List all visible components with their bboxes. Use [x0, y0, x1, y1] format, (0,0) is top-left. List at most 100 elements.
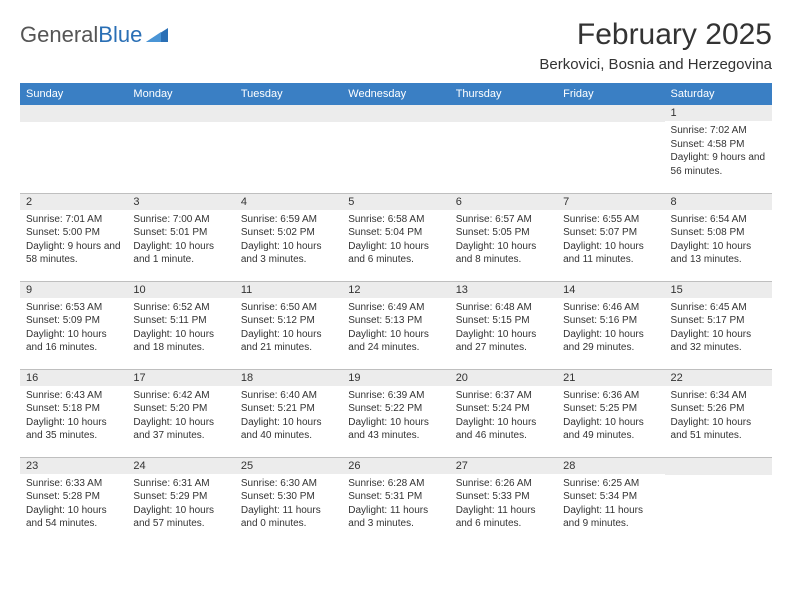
day-number: 4	[235, 194, 342, 210]
day-number-empty	[235, 105, 342, 122]
calendar-day-cell: 1Sunrise: 7:02 AMSunset: 4:58 PMDaylight…	[665, 105, 772, 193]
day-sunrise: Sunrise: 6:50 AM	[241, 301, 336, 315]
calendar-day-cell: 26Sunrise: 6:28 AMSunset: 5:31 PMDayligh…	[342, 457, 449, 545]
day-sunset: Sunset: 5:04 PM	[348, 226, 443, 240]
logo: GeneralBlue	[20, 18, 168, 48]
day-sunrise: Sunrise: 6:34 AM	[671, 389, 766, 403]
day-number: 15	[665, 282, 772, 298]
day-sunset: Sunset: 4:58 PM	[671, 138, 766, 152]
day-daylight: Daylight: 11 hours and 9 minutes.	[563, 504, 658, 531]
day-sunrise: Sunrise: 6:59 AM	[241, 213, 336, 227]
calendar-day-cell: 2Sunrise: 7:01 AMSunset: 5:00 PMDaylight…	[20, 193, 127, 281]
calendar-day-cell: 12Sunrise: 6:49 AMSunset: 5:13 PMDayligh…	[342, 281, 449, 369]
day-sunset: Sunset: 5:02 PM	[241, 226, 336, 240]
calendar-day-cell: 5Sunrise: 6:58 AMSunset: 5:04 PMDaylight…	[342, 193, 449, 281]
day-number: 7	[557, 194, 664, 210]
calendar-day-cell: 22Sunrise: 6:34 AMSunset: 5:26 PMDayligh…	[665, 369, 772, 457]
day-sunrise: Sunrise: 6:45 AM	[671, 301, 766, 315]
calendar-week-row: 2Sunrise: 7:01 AMSunset: 5:00 PMDaylight…	[20, 193, 772, 281]
day-content: Sunrise: 6:37 AMSunset: 5:24 PMDaylight:…	[450, 386, 557, 447]
day-number: 9	[20, 282, 127, 298]
day-header: Friday	[557, 83, 664, 105]
day-content-empty	[235, 122, 342, 182]
day-daylight: Daylight: 10 hours and 3 minutes.	[241, 240, 336, 267]
month-title: February 2025	[539, 18, 772, 52]
calendar-day-cell: 8Sunrise: 6:54 AMSunset: 5:08 PMDaylight…	[665, 193, 772, 281]
calendar-day-cell: 3Sunrise: 7:00 AMSunset: 5:01 PMDaylight…	[127, 193, 234, 281]
day-number: 1	[665, 105, 772, 121]
day-header: Tuesday	[235, 83, 342, 105]
day-sunrise: Sunrise: 6:28 AM	[348, 477, 443, 491]
day-number-empty	[557, 105, 664, 122]
calendar-week-row: 1Sunrise: 7:02 AMSunset: 4:58 PMDaylight…	[20, 105, 772, 193]
day-content: Sunrise: 6:59 AMSunset: 5:02 PMDaylight:…	[235, 210, 342, 271]
calendar-day-cell: 18Sunrise: 6:40 AMSunset: 5:21 PMDayligh…	[235, 369, 342, 457]
day-sunrise: Sunrise: 6:54 AM	[671, 213, 766, 227]
day-daylight: Daylight: 10 hours and 37 minutes.	[133, 416, 228, 443]
day-sunset: Sunset: 5:26 PM	[671, 402, 766, 416]
day-sunset: Sunset: 5:05 PM	[456, 226, 551, 240]
day-content-empty	[557, 122, 664, 182]
day-sunrise: Sunrise: 6:31 AM	[133, 477, 228, 491]
day-header: Sunday	[20, 83, 127, 105]
calendar-day-cell: 28Sunrise: 6:25 AMSunset: 5:34 PMDayligh…	[557, 457, 664, 545]
day-sunset: Sunset: 5:18 PM	[26, 402, 121, 416]
day-sunrise: Sunrise: 6:36 AM	[563, 389, 658, 403]
day-content: Sunrise: 6:46 AMSunset: 5:16 PMDaylight:…	[557, 298, 664, 359]
day-sunset: Sunset: 5:22 PM	[348, 402, 443, 416]
day-number: 13	[450, 282, 557, 298]
day-content: Sunrise: 6:33 AMSunset: 5:28 PMDaylight:…	[20, 474, 127, 535]
day-header: Wednesday	[342, 83, 449, 105]
day-daylight: Daylight: 10 hours and 16 minutes.	[26, 328, 121, 355]
day-sunset: Sunset: 5:12 PM	[241, 314, 336, 328]
day-sunrise: Sunrise: 6:53 AM	[26, 301, 121, 315]
day-number: 21	[557, 370, 664, 386]
day-sunrise: Sunrise: 7:02 AM	[671, 124, 766, 138]
day-number: 6	[450, 194, 557, 210]
day-number: 23	[20, 458, 127, 474]
day-content: Sunrise: 6:54 AMSunset: 5:08 PMDaylight:…	[665, 210, 772, 271]
calendar-day-cell: 15Sunrise: 6:45 AMSunset: 5:17 PMDayligh…	[665, 281, 772, 369]
day-sunset: Sunset: 5:34 PM	[563, 490, 658, 504]
calendar-day-cell: 6Sunrise: 6:57 AMSunset: 5:05 PMDaylight…	[450, 193, 557, 281]
day-content: Sunrise: 6:43 AMSunset: 5:18 PMDaylight:…	[20, 386, 127, 447]
day-content: Sunrise: 6:42 AMSunset: 5:20 PMDaylight:…	[127, 386, 234, 447]
day-content-empty	[127, 122, 234, 182]
day-number-empty	[127, 105, 234, 122]
day-content: Sunrise: 7:00 AMSunset: 5:01 PMDaylight:…	[127, 210, 234, 271]
day-number: 27	[450, 458, 557, 474]
day-number: 8	[665, 194, 772, 210]
day-sunrise: Sunrise: 6:42 AM	[133, 389, 228, 403]
day-content: Sunrise: 6:39 AMSunset: 5:22 PMDaylight:…	[342, 386, 449, 447]
calendar-day-cell: 19Sunrise: 6:39 AMSunset: 5:22 PMDayligh…	[342, 369, 449, 457]
day-sunset: Sunset: 5:13 PM	[348, 314, 443, 328]
day-number: 17	[127, 370, 234, 386]
day-sunrise: Sunrise: 6:43 AM	[26, 389, 121, 403]
day-number: 24	[127, 458, 234, 474]
day-content-empty	[342, 122, 449, 182]
day-content: Sunrise: 6:30 AMSunset: 5:30 PMDaylight:…	[235, 474, 342, 535]
day-header: Thursday	[450, 83, 557, 105]
calendar-day-cell: 27Sunrise: 6:26 AMSunset: 5:33 PMDayligh…	[450, 457, 557, 545]
calendar-day-cell	[342, 105, 449, 193]
location: Berkovici, Bosnia and Herzegovina	[539, 56, 772, 73]
day-daylight: Daylight: 10 hours and 46 minutes.	[456, 416, 551, 443]
day-sunrise: Sunrise: 6:52 AM	[133, 301, 228, 315]
day-sunrise: Sunrise: 6:57 AM	[456, 213, 551, 227]
calendar-week-row: 16Sunrise: 6:43 AMSunset: 5:18 PMDayligh…	[20, 369, 772, 457]
day-content: Sunrise: 6:58 AMSunset: 5:04 PMDaylight:…	[342, 210, 449, 271]
calendar-day-cell: 24Sunrise: 6:31 AMSunset: 5:29 PMDayligh…	[127, 457, 234, 545]
day-number: 14	[557, 282, 664, 298]
day-number: 5	[342, 194, 449, 210]
day-sunrise: Sunrise: 6:33 AM	[26, 477, 121, 491]
day-daylight: Daylight: 10 hours and 49 minutes.	[563, 416, 658, 443]
day-sunrise: Sunrise: 7:00 AM	[133, 213, 228, 227]
day-sunrise: Sunrise: 6:40 AM	[241, 389, 336, 403]
day-daylight: Daylight: 10 hours and 35 minutes.	[26, 416, 121, 443]
day-sunrise: Sunrise: 6:37 AM	[456, 389, 551, 403]
day-number-empty	[450, 105, 557, 122]
calendar-day-cell	[20, 105, 127, 193]
day-number: 10	[127, 282, 234, 298]
day-daylight: Daylight: 10 hours and 1 minute.	[133, 240, 228, 267]
day-number: 22	[665, 370, 772, 386]
